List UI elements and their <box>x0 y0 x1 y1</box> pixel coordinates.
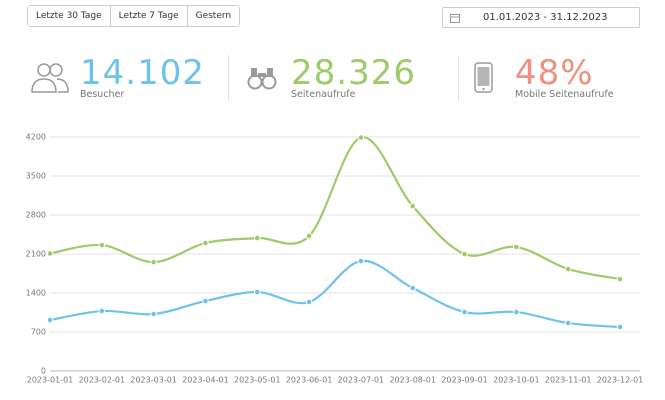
x-tick-label: 2023-05-01 <box>234 376 281 385</box>
stat: 48% Mobile Seitenaufrufe <box>515 55 614 100</box>
data-point <box>46 316 54 324</box>
stat-value: 48% <box>515 53 594 93</box>
data-point <box>150 310 157 318</box>
y-tick-label: 3500 <box>26 172 46 181</box>
data-point <box>305 298 313 306</box>
series-line <box>49 259 621 329</box>
stat: 28.326 Seitenaufrufe <box>291 55 416 100</box>
range-button[interactable]: Letzte 7 Tage <box>110 6 188 26</box>
y-tick-label: 1400 <box>26 289 46 298</box>
y-tick-label: 0 <box>41 367 46 376</box>
calendar-icon <box>450 14 460 23</box>
data-point <box>357 134 365 141</box>
divider <box>228 55 229 101</box>
data-point <box>98 307 106 315</box>
data-point <box>253 234 261 242</box>
data-point <box>461 250 468 258</box>
data-point <box>564 265 572 273</box>
data-point <box>357 257 365 265</box>
stat-label: Besucher <box>80 89 125 100</box>
x-tick-label: 2023-10-01 <box>493 376 540 385</box>
x-tick-label: 2023-03-01 <box>130 376 177 385</box>
y-tick-label: 2100 <box>26 250 46 259</box>
series-line <box>49 136 621 281</box>
data-point <box>513 243 520 251</box>
range-button[interactable]: Gestern <box>187 6 240 26</box>
data-point <box>150 258 157 266</box>
mobile-icon <box>474 62 493 93</box>
data-point <box>409 202 417 210</box>
x-tick-label: 2023-02-01 <box>79 376 126 385</box>
x-tick-label: 2023-09-01 <box>441 376 488 385</box>
data-point <box>253 288 261 296</box>
data-point <box>616 275 624 283</box>
stat-label: Mobile Seitenaufrufe <box>515 89 614 100</box>
data-point <box>46 250 54 257</box>
divider <box>458 55 459 101</box>
data-point <box>202 297 209 305</box>
data-point <box>564 319 572 327</box>
stat-value: 14.102 <box>80 53 205 93</box>
data-point <box>409 284 417 292</box>
pageviews-icon <box>247 68 277 90</box>
stat-label: Seitenaufrufe <box>291 89 356 100</box>
data-point <box>461 308 468 316</box>
y-tick-label: 4200 <box>26 133 46 142</box>
date-picker[interactable]: 01.01.2023 - 31.12.2023 <box>442 7 640 28</box>
data-point <box>616 323 624 331</box>
data-point <box>98 241 106 249</box>
x-tick-label: 2023-11-01 <box>545 376 592 385</box>
x-tick-label: 2023-04-01 <box>182 376 229 385</box>
range-buttons: Letzte 30 Tage Letzte 7 Tage Gestern <box>27 5 241 27</box>
data-point <box>202 239 209 247</box>
stat: 14.102 Besucher <box>80 55 205 100</box>
data-point <box>305 232 313 240</box>
x-tick-label: 2023-12-01 <box>597 376 644 385</box>
range-button[interactable]: Letzte 30 Tage <box>28 6 111 26</box>
stat-value: 28.326 <box>291 53 416 93</box>
x-tick-label: 2023-01-01 <box>27 376 74 385</box>
y-tick-label: 2800 <box>26 211 46 220</box>
x-tick-label: 2023-06-01 <box>286 376 333 385</box>
y-tick-label: 700 <box>31 328 46 337</box>
x-tick-label: 2023-08-01 <box>389 376 436 385</box>
x-tick-label: 2023-07-01 <box>338 376 385 385</box>
data-point <box>513 308 520 316</box>
visitors-icon <box>31 63 69 93</box>
date-range: 01.01.2023 - 31.12.2023 <box>483 12 608 23</box>
